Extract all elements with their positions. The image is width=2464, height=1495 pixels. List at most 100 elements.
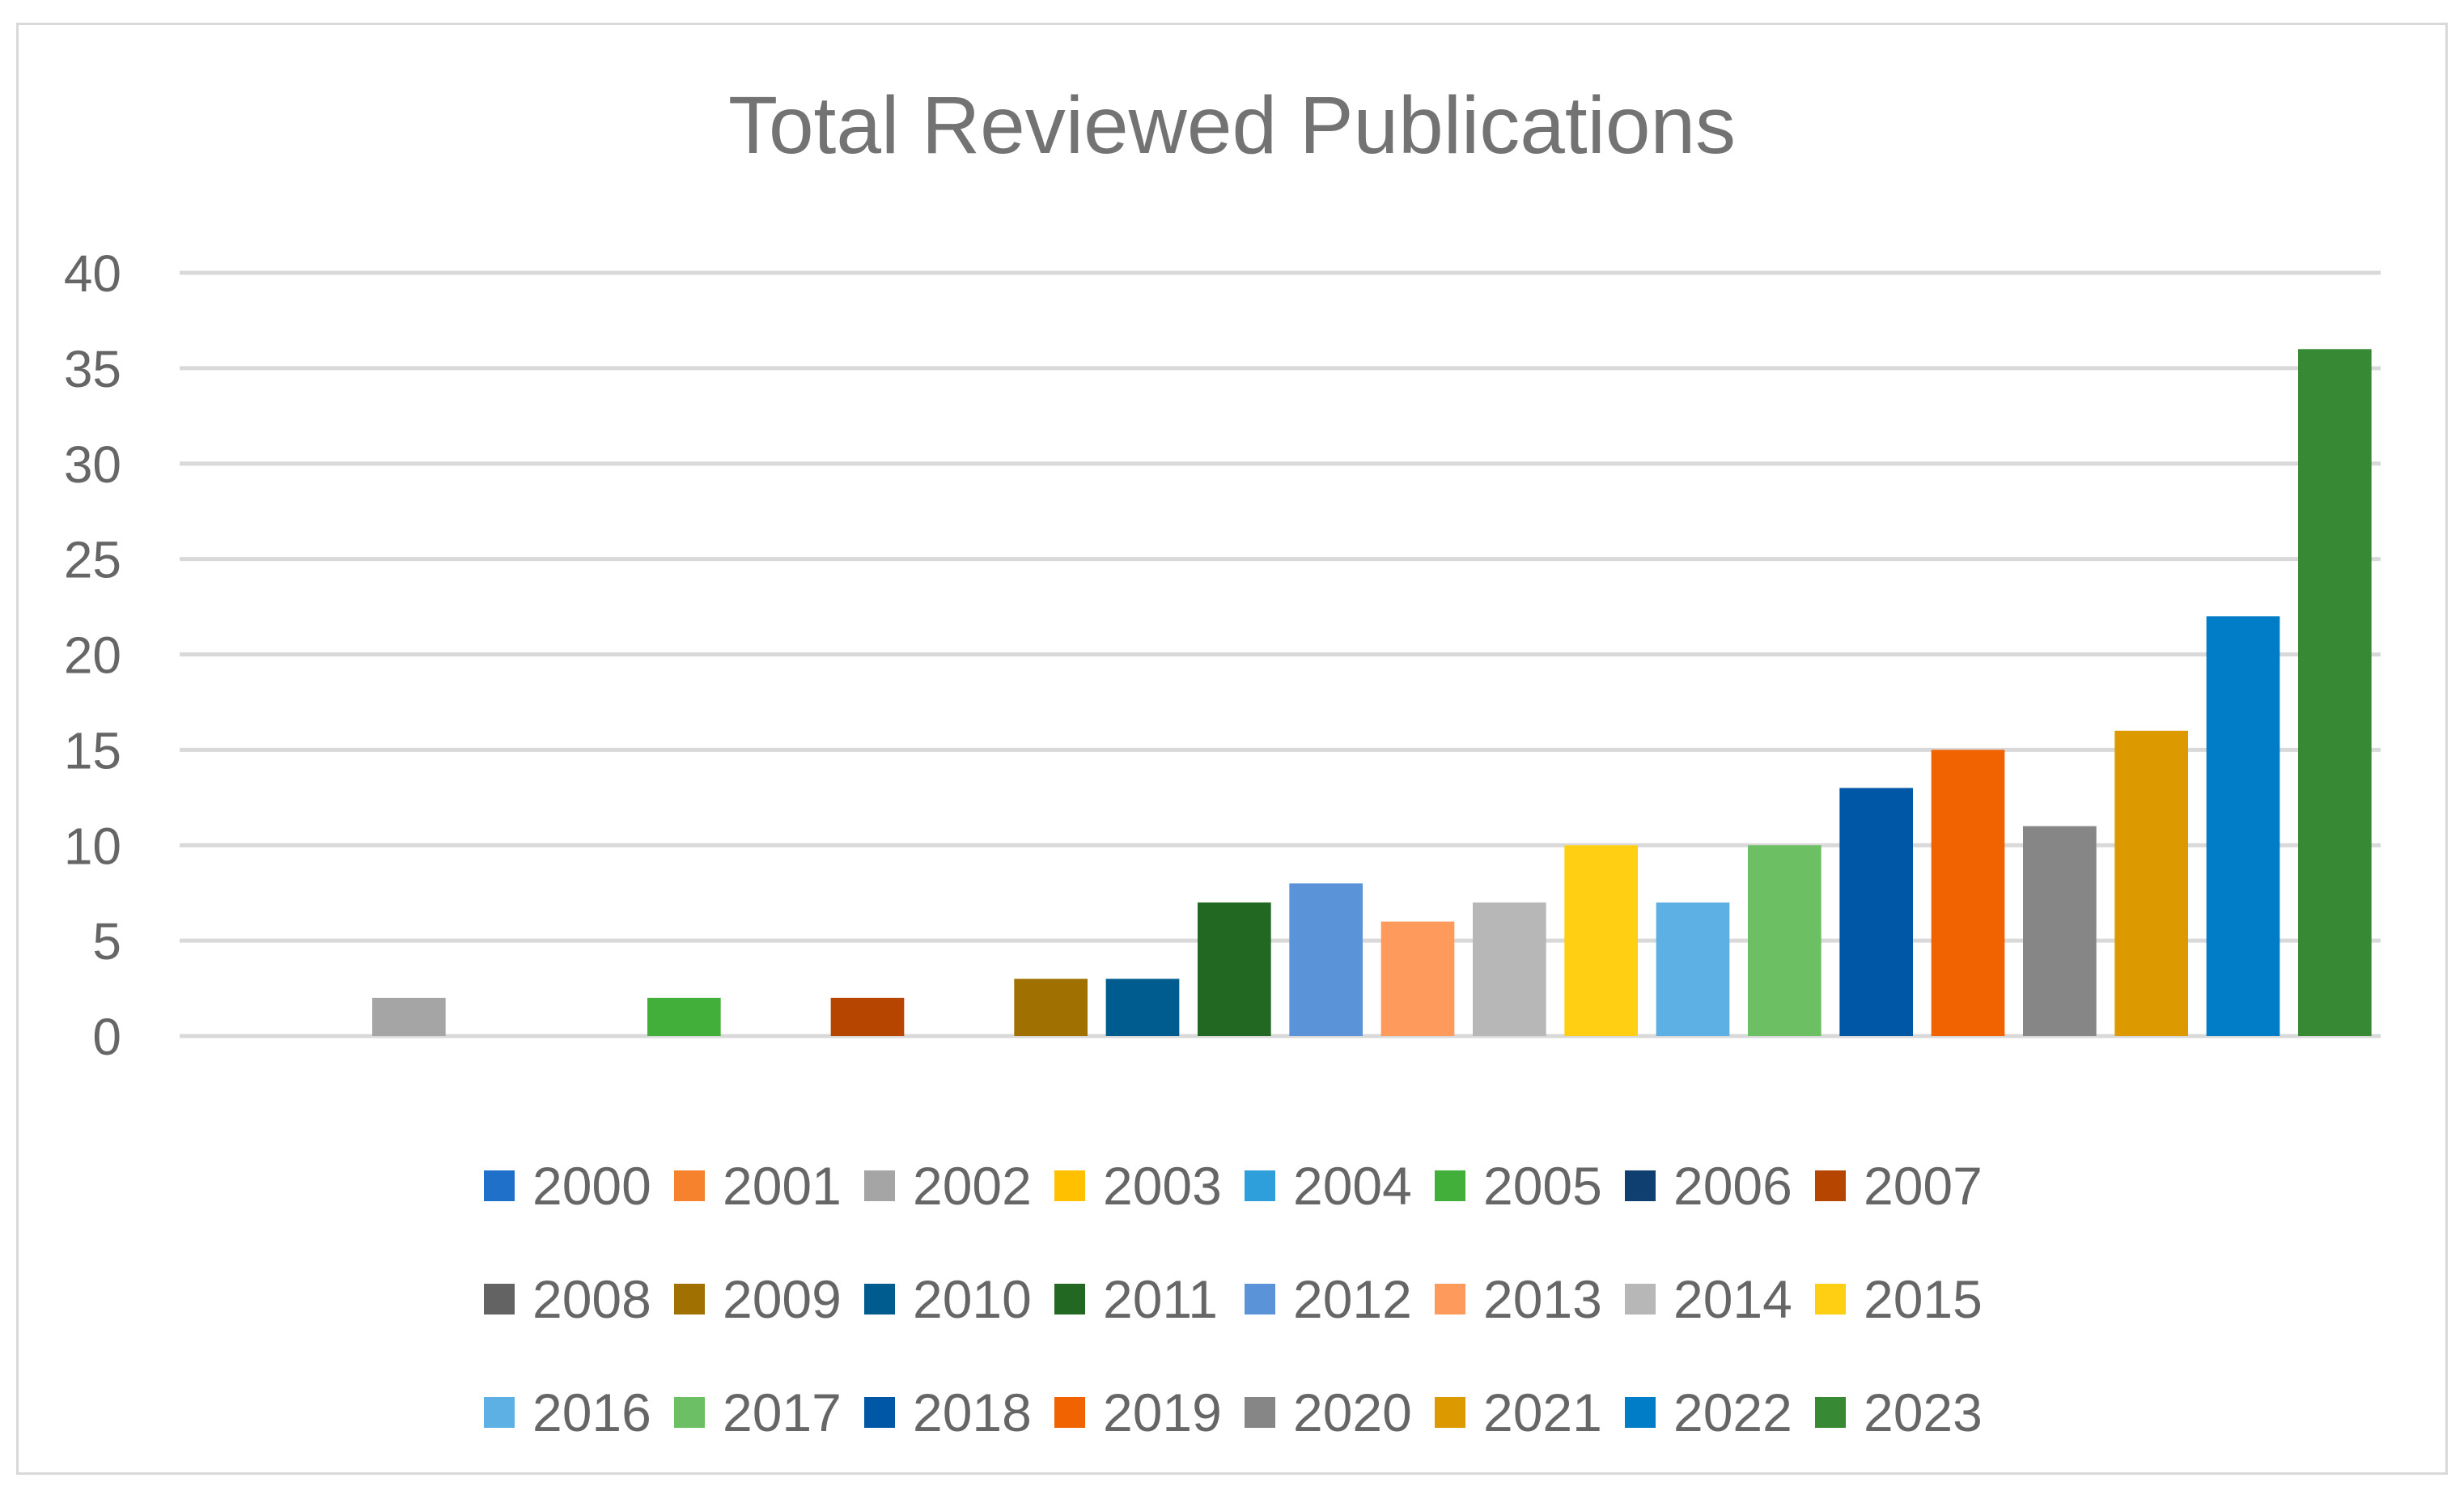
legend-swatch	[1815, 1397, 1846, 1428]
legend-swatch	[864, 1397, 895, 1428]
legend-item-2003: 2003	[1054, 1159, 1245, 1213]
legend-row: 2000 2001 2002 2003 2004 2005 2006 2007	[484, 1129, 2021, 1242]
y-tick-label: 15	[64, 721, 121, 779]
y-tick-label: 40	[64, 244, 121, 303]
bar-2020	[2023, 826, 2097, 1036]
legend-swatch	[1625, 1284, 1656, 1314]
bar-2021	[2114, 730, 2188, 1036]
legend-item-2011: 2011	[1054, 1272, 1245, 1326]
legend-label: 2022	[1673, 1382, 1792, 1442]
legend-swatch	[1054, 1397, 1085, 1428]
legend-label: 2015	[1864, 1269, 1983, 1329]
bar-2014	[1473, 902, 1546, 1036]
legend-swatch	[1815, 1170, 1846, 1201]
y-tick-label: 35	[64, 340, 121, 398]
bar-2007	[830, 997, 905, 1036]
legend-label: 2003	[1103, 1156, 1222, 1216]
legend-label: 2019	[1103, 1382, 1222, 1442]
legend-swatch	[1815, 1284, 1846, 1314]
bar-2015	[1564, 845, 1638, 1036]
y-tick-label: 10	[64, 817, 121, 875]
legend-label: 2006	[1673, 1156, 1792, 1216]
bar-2023	[2298, 349, 2372, 1036]
legend-item-2021: 2021	[1435, 1386, 1625, 1439]
legend-item-2015: 2015	[1815, 1272, 2005, 1326]
legend-label: 2016	[532, 1382, 651, 1442]
chart-title: Total Reviewed Publications	[727, 80, 1737, 171]
legend: 2000 2001 2002 2003 2004 2005 2006 2007 2008 2009…	[484, 1129, 2021, 1469]
bar-2016	[1656, 902, 1730, 1036]
legend-label: 2021	[1483, 1382, 1602, 1442]
legend-swatch	[674, 1284, 705, 1314]
legend-item-2004: 2004	[1245, 1159, 1435, 1213]
bar-2009	[1014, 979, 1088, 1036]
legend-swatch	[484, 1170, 515, 1201]
legend-item-2013: 2013	[1435, 1272, 1625, 1326]
legend-label: 2013	[1483, 1269, 1602, 1329]
legend-swatch	[1435, 1284, 1465, 1314]
legend-item-2018: 2018	[864, 1386, 1054, 1439]
legend-label: 2002	[913, 1156, 1032, 1216]
legend-item-2014: 2014	[1625, 1272, 1815, 1326]
legend-item-2008: 2008	[484, 1272, 674, 1326]
legend-label: 2020	[1293, 1382, 1412, 1442]
legend-label: 2001	[723, 1156, 842, 1216]
bar-2019	[1931, 750, 2005, 1036]
bar-2022	[2206, 616, 2280, 1036]
legend-item-2000: 2000	[484, 1159, 674, 1213]
legend-label: 2009	[723, 1269, 842, 1329]
legend-swatch	[1245, 1170, 1275, 1201]
bar-2011	[1198, 902, 1271, 1036]
legend-label: 2007	[1864, 1156, 1983, 1216]
legend-swatch	[674, 1397, 705, 1428]
legend-swatch	[1054, 1284, 1085, 1314]
legend-item-2020: 2020	[1245, 1386, 1435, 1439]
bar-2013	[1380, 921, 1455, 1036]
legend-item-2005: 2005	[1435, 1159, 1625, 1213]
legend-item-2006: 2006	[1625, 1159, 1815, 1213]
legend-swatch	[864, 1284, 895, 1314]
legend-label: 2017	[723, 1382, 842, 1442]
legend-swatch	[1625, 1397, 1656, 1428]
legend-item-2010: 2010	[864, 1272, 1054, 1326]
legend-swatch	[484, 1397, 515, 1428]
legend-label: 2023	[1864, 1382, 1983, 1442]
legend-label: 2004	[1293, 1156, 1412, 1216]
legend-item-2016: 2016	[484, 1386, 674, 1439]
legend-item-2019: 2019	[1054, 1386, 1245, 1439]
legend-item-2023: 2023	[1815, 1386, 2005, 1439]
legend-item-2017: 2017	[674, 1386, 864, 1439]
bar-2012	[1289, 883, 1363, 1036]
legend-item-2002: 2002	[864, 1159, 1054, 1213]
legend-label: 2018	[913, 1382, 1032, 1442]
legend-swatch	[1054, 1170, 1085, 1201]
legend-swatch	[1625, 1170, 1656, 1201]
legend-item-2022: 2022	[1625, 1386, 1815, 1439]
legend-swatch	[484, 1284, 515, 1314]
bar-2017	[1748, 845, 1821, 1036]
legend-swatch	[1435, 1170, 1465, 1201]
legend-row: 2016 2017 2018 2019 2020 2021 2022 2023	[484, 1356, 2021, 1469]
legend-item-2007: 2007	[1815, 1159, 2005, 1213]
legend-label: 2014	[1673, 1269, 1792, 1329]
legend-label: 2012	[1293, 1269, 1412, 1329]
bar-2002	[372, 997, 446, 1036]
legend-label: 2011	[1103, 1269, 1218, 1329]
legend-row: 2008 2009 2010 2011 2012 2013 2014 2015	[484, 1242, 2021, 1356]
y-tick-label: 0	[92, 1008, 121, 1066]
legend-item-2012: 2012	[1245, 1272, 1435, 1326]
legend-swatch	[1245, 1397, 1275, 1428]
y-tick-label: 5	[92, 912, 121, 970]
y-tick-label: 20	[64, 626, 121, 685]
bar-2018	[1839, 788, 1913, 1036]
legend-label: 2000	[532, 1156, 651, 1216]
legend-swatch	[864, 1170, 895, 1201]
legend-item-2001: 2001	[674, 1159, 864, 1213]
bar-2005	[647, 997, 721, 1036]
legend-swatch	[674, 1170, 705, 1201]
legend-label: 2005	[1483, 1156, 1602, 1216]
y-tick-label: 25	[64, 531, 121, 589]
bar-2010	[1105, 979, 1180, 1036]
legend-swatch	[1435, 1397, 1465, 1428]
